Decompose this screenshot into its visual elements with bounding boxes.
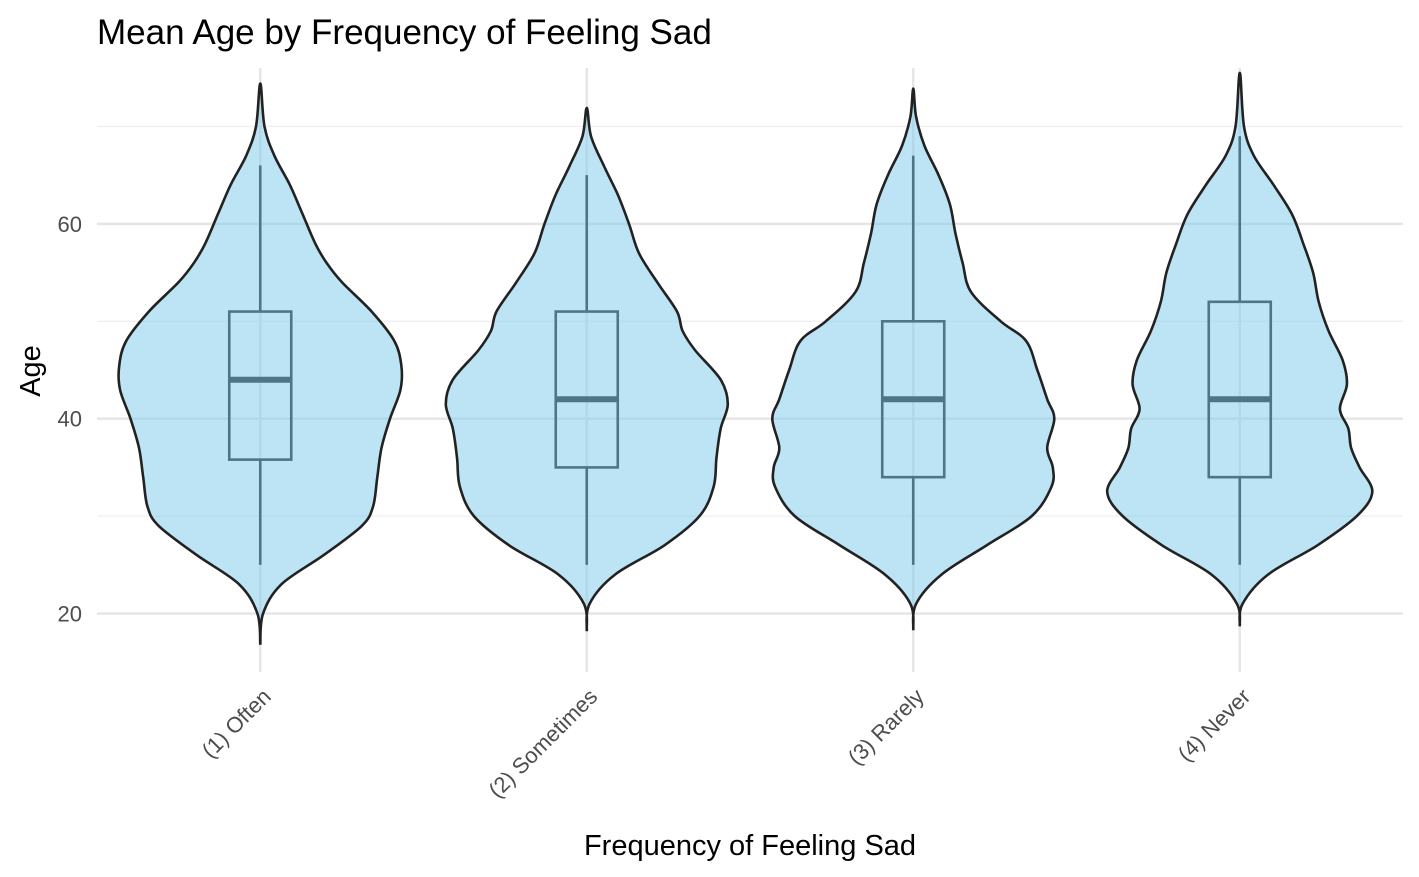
- y-tick-label: 40: [58, 407, 82, 432]
- x-tick-label: (1) Often: [197, 684, 276, 763]
- x-axis-ticks: (1) Often (2) Sometimes (3) Rarely (4) Neve…: [197, 684, 1256, 803]
- violin-2: [444, 106, 730, 632]
- y-tick-label: 20: [58, 602, 82, 627]
- x-tick-label: (2) Sometimes: [483, 684, 602, 803]
- boxplots: [227, 136, 1273, 565]
- violins: [117, 71, 1374, 645]
- iqr-box: [554, 310, 620, 469]
- y-axis-ticks: 20 40 60: [58, 212, 82, 627]
- iqr-box: [227, 310, 293, 461]
- y-tick-label: 60: [58, 212, 82, 237]
- violin-1: [117, 82, 404, 645]
- x-tick-label: (3) Rarely: [843, 684, 929, 770]
- violin-4: [1105, 71, 1374, 627]
- violin-3: [770, 87, 1056, 631]
- y-axis-title: Age: [15, 345, 47, 397]
- iqr-box: [1207, 300, 1273, 479]
- x-axis-title: Frequency of Feeling Sad: [584, 830, 916, 862]
- chart-title: Mean Age by Frequency of Feeling Sad: [97, 13, 712, 52]
- x-tick-label: (4) Never: [1173, 684, 1256, 767]
